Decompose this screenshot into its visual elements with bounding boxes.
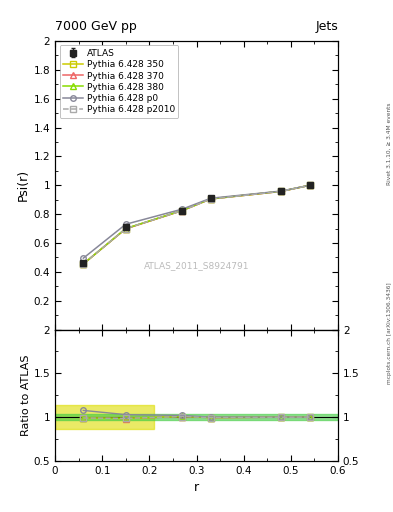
Line: Pythia 6.428 350: Pythia 6.428 350 [81, 182, 312, 267]
Pythia 6.428 p2010 [307, 182, 312, 188]
Pythia 6.428 380 [123, 225, 128, 231]
Text: Jets: Jets [315, 20, 338, 33]
X-axis label: r: r [194, 481, 199, 494]
Pythia 6.428 380 [208, 196, 213, 202]
Pythia 6.428 380 [307, 182, 312, 188]
Y-axis label: Psi(r): Psi(r) [17, 169, 29, 201]
Text: Rivet 3.1.10, ≥ 3.4M events: Rivet 3.1.10, ≥ 3.4M events [387, 102, 392, 185]
Pythia 6.428 p0 [279, 188, 284, 194]
Pythia 6.428 p2010 [180, 207, 185, 214]
Pythia 6.428 p2010 [123, 225, 128, 231]
Text: ATLAS_2011_S8924791: ATLAS_2011_S8924791 [144, 262, 249, 271]
Pythia 6.428 p2010 [279, 188, 284, 195]
Line: Pythia 6.428 p2010: Pythia 6.428 p2010 [81, 182, 312, 267]
Pythia 6.428 380 [81, 261, 86, 267]
Legend: ATLAS, Pythia 6.428 350, Pythia 6.428 370, Pythia 6.428 380, Pythia 6.428 p0, Py: ATLAS, Pythia 6.428 350, Pythia 6.428 37… [59, 46, 178, 118]
Text: 7000 GeV pp: 7000 GeV pp [55, 20, 137, 33]
Bar [55, 405, 154, 429]
Pythia 6.428 380 [279, 188, 284, 194]
Pythia 6.428 350 [81, 261, 86, 267]
Pythia 6.428 p2010 [81, 261, 86, 267]
Pythia 6.428 350 [307, 182, 312, 188]
Pythia 6.428 p0 [81, 255, 86, 261]
Pythia 6.428 370 [123, 226, 128, 232]
Pythia 6.428 370 [180, 207, 185, 214]
Line: Pythia 6.428 370: Pythia 6.428 370 [81, 182, 312, 267]
Pythia 6.428 370 [81, 261, 86, 267]
Pythia 6.428 370 [307, 182, 312, 188]
Pythia 6.428 350 [180, 207, 185, 214]
Pythia 6.428 p2010 [208, 196, 213, 202]
Pythia 6.428 380 [180, 207, 185, 214]
Pythia 6.428 350 [123, 225, 128, 231]
Pythia 6.428 370 [279, 188, 284, 195]
Bar [55, 414, 338, 420]
Pythia 6.428 p0 [180, 206, 185, 212]
Pythia 6.428 p0 [307, 182, 312, 188]
Y-axis label: Ratio to ATLAS: Ratio to ATLAS [21, 354, 31, 436]
Pythia 6.428 p0 [123, 221, 128, 227]
Line: Pythia 6.428 p0: Pythia 6.428 p0 [81, 182, 312, 261]
Line: Pythia 6.428 380: Pythia 6.428 380 [81, 182, 312, 267]
Pythia 6.428 350 [279, 188, 284, 195]
Pythia 6.428 370 [208, 196, 213, 202]
Pythia 6.428 350 [208, 196, 213, 202]
Pythia 6.428 p0 [208, 195, 213, 201]
Text: mcplots.cern.ch [arXiv:1306.3436]: mcplots.cern.ch [arXiv:1306.3436] [387, 282, 392, 383]
